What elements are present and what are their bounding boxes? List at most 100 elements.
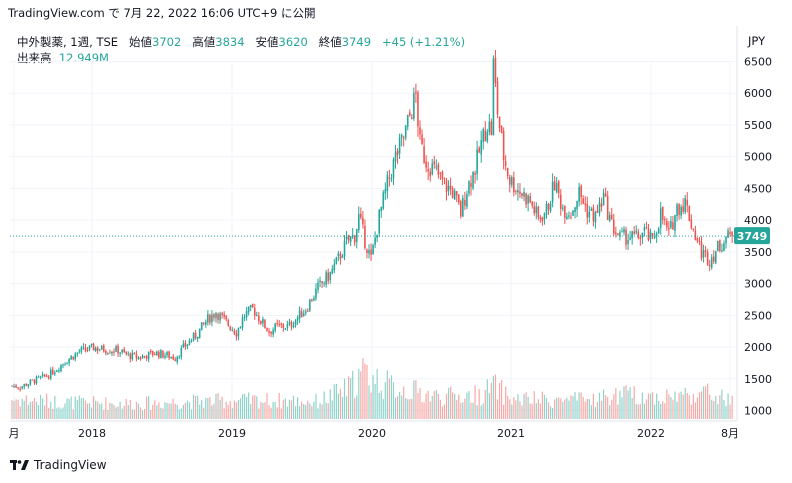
candle-body [160,350,162,359]
price-axis[interactable]: 1000 1500 2000 2500 3000 3500 4000 4500 5000 5500… [10,26,772,422]
volume-bar [570,395,572,419]
candle-body [460,201,462,217]
volume-bar [241,394,244,419]
candle-body [119,352,121,354]
candle-body [570,217,572,219]
volume-bar [560,398,562,419]
close-label: 終値 [318,35,342,49]
volume-bar [150,409,152,419]
candle-body [333,263,336,271]
volume-bar [107,409,109,419]
candle-body [441,171,444,179]
volume-bar [125,398,127,419]
candle-body [372,245,374,255]
candle-body [35,376,38,384]
candle-body [600,203,603,207]
volume-bar [33,397,36,419]
candle-body [202,323,205,325]
volume-bar [62,407,64,419]
candle-body [294,320,297,326]
candle-body [76,352,79,354]
candle-body [43,374,46,377]
candle-body [641,232,644,238]
open-value: 3702 [152,35,182,49]
volume-bar [403,386,405,419]
volume-bar [496,399,499,419]
volume-bar [378,392,380,419]
volume-bar [537,399,539,419]
volume-bar [199,404,201,419]
open-label: 始値 [129,35,152,49]
volume-bar [195,395,197,419]
candle-body [537,206,540,218]
candle-body [327,272,329,282]
volume-bar [323,391,325,419]
last-price-value: 3749 [737,230,768,243]
volume-bar [396,396,399,419]
candle-body [453,190,456,200]
candle-body [574,207,576,213]
volume-bar [578,392,580,419]
volume-bar [162,408,164,419]
candle-body [288,322,291,325]
volume-bar [517,393,519,419]
volume-bar [170,403,172,419]
candle-body [557,181,560,194]
candle-body [396,150,399,156]
volume-bar [297,397,299,419]
candle-body [594,212,597,223]
volume-bar [466,392,468,419]
price-tick-label: 2000 [744,341,772,354]
candle-body [390,178,393,180]
candle-body [502,131,505,161]
volume-bar [649,393,652,419]
volume-bar [494,374,497,419]
volume-bar [549,406,552,419]
candle-body [604,193,607,196]
candle-body [158,351,160,358]
candle-body [198,328,201,338]
candle-body [543,213,546,220]
change-value: +45 (+1.21%) [382,35,466,49]
volume-bar [692,393,694,419]
candle-body [129,353,132,360]
candle-body [29,379,32,385]
volume-bar [374,384,376,419]
candle-body [527,195,529,204]
volume-bar [454,393,456,419]
candle-body [409,112,411,116]
volume-bar [52,408,54,419]
volume-bar [419,387,421,419]
volume-bar [284,398,286,419]
volume-bar [188,402,191,419]
volume-bar [21,398,23,419]
candle-body [103,345,105,352]
candle-body [513,177,515,193]
price-tick-label: 4500 [744,182,772,195]
candle-body [596,210,599,213]
volume-bar [582,396,584,419]
volume-bar [674,391,676,419]
candle-body [127,353,130,355]
volume-bar [182,404,184,419]
candle-body [274,323,276,331]
volume-bar [562,401,564,419]
time-axis[interactable]: 月 2018 2019 2020 2021 2022 8月 [9,427,740,440]
candle-body [521,193,523,196]
candle-body [674,214,676,232]
candle-body [364,225,366,249]
volume-bar [31,401,33,419]
volume-bar [243,393,246,419]
candle-body [635,230,638,233]
candle-body [625,229,627,245]
volume-bar [486,379,488,419]
candle-body [439,172,442,174]
candle-body [331,268,334,274]
candle-body [141,355,144,359]
candle-body [111,351,113,354]
volume-bar [84,400,87,419]
candle-body [362,217,364,225]
volume-bar [529,403,531,419]
candle-body [566,216,568,219]
